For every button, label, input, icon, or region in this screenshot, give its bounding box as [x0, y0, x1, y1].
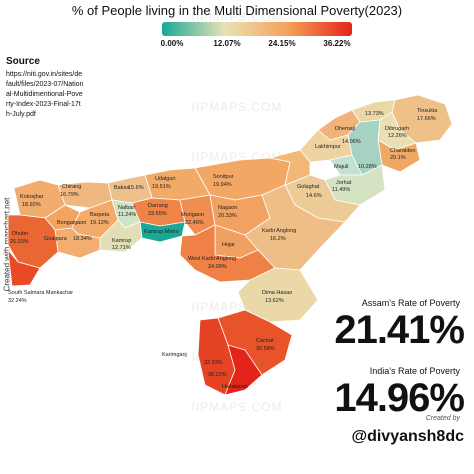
label-west-karbi-value: 24.09%	[208, 264, 227, 270]
label-udalguri-value: 19.51%	[152, 184, 171, 190]
label-barpeta-value: 19.12%	[90, 220, 109, 226]
label-baksa-value: 15.6%	[128, 185, 144, 191]
label-darrang: Darrang	[148, 203, 168, 209]
label-hojai: Hojai	[222, 242, 235, 248]
label-chirang: Chirang	[62, 184, 81, 190]
label-lakhimpur: Lakhimpur	[315, 144, 341, 150]
label-dhubri-value: 26.03%	[10, 239, 29, 245]
district-labels: Tinsukia 17.66% 13.73% Dhemaji Dibrugarh…	[8, 108, 438, 390]
label-chirang-value: 16.79%	[60, 192, 79, 198]
label-lakhimpur-value: 14.06%	[342, 139, 361, 145]
label-kokrajhar: Kokrajhar	[20, 194, 44, 200]
label-sonitpur: Sonitpur	[213, 174, 234, 180]
legend-tick: 24.15%	[268, 39, 296, 48]
label-13-73-value: 13.73%	[365, 111, 384, 117]
label-nalbari: Nalbari	[118, 205, 135, 211]
label-majuli: Majuli	[334, 164, 348, 170]
label-cachar: Cachar	[256, 338, 274, 344]
label-jorhat-value: 11.49%	[332, 187, 350, 193]
label-south-salmara-value: 32.24%	[8, 298, 27, 304]
district-dhubri[interactable]	[7, 214, 59, 269]
district-goalpara[interactable]	[54, 227, 101, 259]
label-baksa: Baksa	[114, 185, 130, 191]
label-karbi-anglong-value: 16.2%	[270, 236, 286, 242]
source-url[interactable]: https://niti.gov.in/sites/default/files/…	[6, 71, 84, 118]
label-bongaigaon: Bongaigaon	[57, 220, 86, 226]
label-south-salmara: South Salmara Mankachar	[8, 290, 73, 296]
label-charaideo: Charaideo	[390, 148, 415, 154]
label-nagaon-value: 20.33%	[218, 213, 237, 219]
label-golaghat-value: 14.6%	[306, 193, 322, 199]
label-charaideo-value: 20.1%	[390, 155, 406, 161]
legend-tick: 36.22%	[323, 39, 351, 48]
label-goalpara: Goalpara	[44, 236, 68, 242]
label-dhemaji: Dhemaji	[335, 126, 355, 132]
label-kamrup-value: 12.71%	[112, 245, 131, 251]
label-karbi-anglong: Karbi Anglong	[262, 228, 296, 234]
legend-tick: 0.00%	[160, 39, 184, 48]
label-tinsukia-value: 17.66%	[417, 116, 436, 122]
label-hailakandi: Hailakandi	[222, 384, 248, 390]
label-morigaon-value: 22.46%	[185, 220, 204, 226]
label-sonitpur-value: 19.94%	[213, 182, 232, 188]
label-goalpara-value: 18.34%	[73, 236, 92, 242]
legend-ticks: 0.00% 12.07% 24.15% 36.22%	[0, 39, 474, 51]
india-rate-label: India's Rate of Poverty	[369, 366, 460, 376]
india-rate-value: 14.96%	[334, 376, 465, 420]
label-kokrajhar-value: 18.92%	[22, 202, 41, 208]
label-karimganj-value: 32.93%	[204, 360, 223, 366]
label-udalguri: Udalguri	[155, 176, 175, 182]
label-tinsukia: Tinsukia	[417, 108, 438, 114]
label-dhubri: Dhubri	[12, 231, 28, 237]
legend-color-bar	[162, 22, 352, 36]
label-dima-hasao: Dima Hasao	[262, 290, 292, 296]
label-morigaon: Morigaon	[181, 212, 204, 218]
label-nagaon: Nagaon	[218, 205, 237, 211]
label-golaghat: Golaghat	[297, 184, 320, 190]
map-title: % of People living in the Multi Dimensio…	[71, 3, 403, 18]
district-kamrup[interactable]	[99, 219, 143, 253]
assam-rate-label: Assam's Rate of Poverty	[361, 298, 460, 308]
label-darrang-value: 23.65%	[148, 211, 167, 217]
district-hailakandi[interactable]	[224, 344, 263, 396]
source-heading: Source	[6, 56, 40, 67]
label-dibrugarh: Dibrugarh	[385, 126, 409, 132]
label-dima-hasao-value: 13.62%	[265, 298, 284, 304]
label-hailakandi-value: 36.22%	[208, 372, 227, 378]
created-by-label: Created by	[425, 415, 460, 422]
legend-tick: 12.07%	[213, 39, 241, 48]
district-south-salmara[interactable]	[7, 249, 41, 287]
label-10-28-value: 10.28%	[358, 164, 377, 170]
label-nalbari-value: 11.24%	[118, 212, 136, 218]
district-west-karbi-anglong[interactable]	[179, 224, 276, 283]
district-biswanath[interactable]	[269, 149, 311, 186]
label-kamrup-metro: Kamrup Metro	[144, 229, 179, 235]
district-dima-hasao[interactable]	[237, 267, 319, 323]
label-karimganj: Karimganj	[162, 352, 187, 358]
label-west-karbi: West Karbi Anglong	[188, 256, 236, 262]
creator-handle[interactable]: @divyansh8dc	[351, 428, 464, 445]
assam-rate-value: 21.41%	[334, 308, 465, 352]
label-jorhat: Jorhat	[336, 180, 352, 186]
label-barpeta: Barpeta	[90, 212, 110, 218]
district-karbi-anglong[interactable]	[244, 184, 346, 271]
label-dibrugarh-value: 12.26%	[388, 133, 407, 139]
label-kamrup: Kamrup	[112, 238, 131, 244]
label-cachar-value: 30.58%	[256, 346, 275, 352]
